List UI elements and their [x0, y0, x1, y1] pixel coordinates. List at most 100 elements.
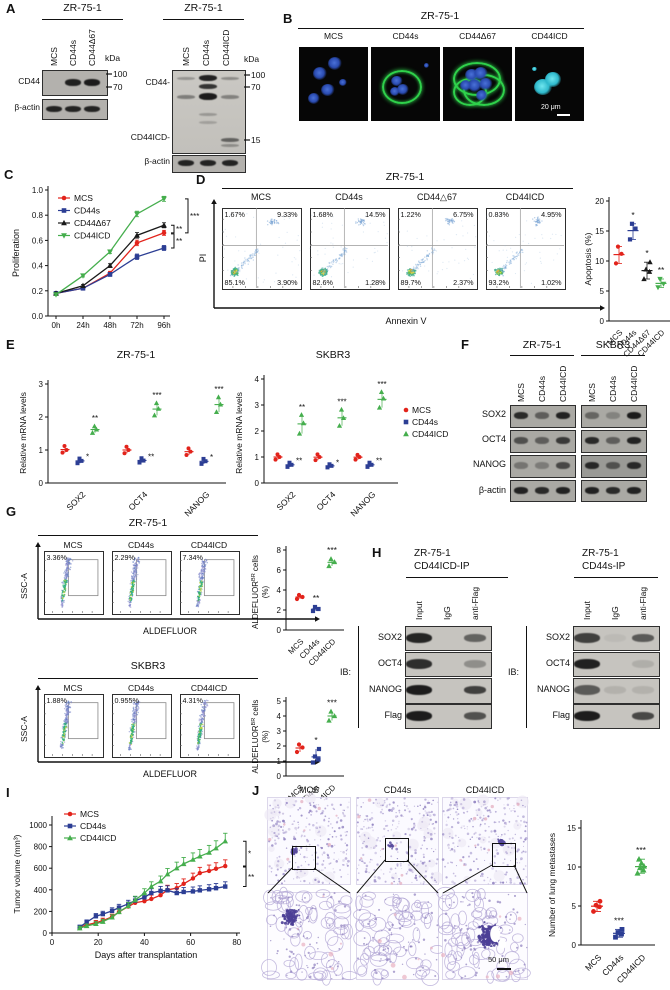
svg-text:1.68%: 1.68% [313, 210, 334, 219]
inset-box [385, 838, 409, 862]
blot-f-row-actin: β-actin [478, 485, 506, 495]
svg-text:SSC-A: SSC-A [19, 573, 29, 599]
svg-text:Tumor volume (mm³): Tumor volume (mm³) [12, 834, 22, 913]
panel-j-label: J [252, 783, 260, 798]
panel-e-label: E [6, 337, 15, 352]
svg-text:8: 8 [277, 546, 282, 555]
cell-blob [312, 67, 327, 80]
lane-label: MCS [515, 383, 526, 402]
cell-blob [468, 79, 483, 92]
svg-text:OCT4: OCT4 [314, 489, 337, 512]
blot-band [199, 83, 217, 89]
inset-box [492, 843, 516, 867]
svg-text:CD44Δ67: CD44Δ67 [74, 218, 111, 228]
svg-text:0h: 0h [52, 321, 61, 330]
blot-band [556, 437, 570, 444]
svg-text:*: * [314, 735, 318, 745]
svg-text:*: * [631, 210, 635, 220]
lane-label: CD44s [67, 40, 78, 66]
flow-plot-quadrant [222, 208, 302, 290]
svg-text:***: *** [327, 698, 338, 708]
svg-text:0.0: 0.0 [32, 312, 44, 321]
cell-blob [459, 80, 472, 91]
blot-band [556, 486, 570, 494]
svg-text:2: 2 [255, 427, 260, 436]
flow-plot-aldefluor [112, 694, 172, 758]
svg-text:0.2: 0.2 [32, 287, 44, 296]
svg-text:40: 40 [140, 938, 149, 947]
svg-text:(%): (%) [261, 730, 270, 743]
blot-band [585, 437, 599, 444]
blot-band [632, 659, 654, 668]
svg-text:**: ** [296, 457, 302, 466]
cell-blob [544, 72, 561, 87]
svg-text:48h: 48h [103, 321, 116, 330]
svg-text:10: 10 [595, 257, 604, 266]
svg-text:**: ** [376, 457, 382, 466]
blot-band [632, 686, 654, 694]
svg-text:**: ** [248, 873, 254, 882]
svg-text:3: 3 [39, 380, 44, 389]
flow-comet: 1.88% [44, 696, 99, 756]
svg-text:Days after transplantation: Days after transplantation [95, 950, 198, 960]
blot-band [632, 633, 654, 642]
svg-text:CD44s: CD44s [412, 417, 438, 427]
histology-speckles [441, 794, 529, 885]
svg-text:2.37%: 2.37% [453, 278, 474, 287]
svg-text:***: *** [327, 545, 338, 555]
blot-band [514, 462, 528, 469]
flow-column-title: CD44s [335, 192, 363, 202]
svg-text:0.83%: 0.83% [489, 210, 510, 219]
flow-column-title: CD44s [128, 540, 154, 550]
lane-label: CD44s [607, 376, 618, 402]
svg-text:93.2%: 93.2% [489, 278, 510, 287]
svg-text:*: * [248, 850, 251, 859]
svg-text:20: 20 [94, 938, 103, 947]
flow-plot-quadrant [310, 208, 390, 290]
panel-a-label: A [6, 1, 16, 16]
svg-text:85.1%: 85.1% [225, 278, 246, 287]
blot-h2-title1: ZR-75-1 [582, 548, 619, 559]
blot-band [514, 412, 528, 419]
svg-text:**: ** [148, 452, 154, 461]
blot-band [222, 160, 238, 166]
blot-h-row-label: Flag [384, 710, 402, 720]
blot-a1-row-actin: β-actin [14, 102, 40, 112]
svg-text:0: 0 [277, 772, 282, 781]
svg-text:ALDEFLUOR: ALDEFLUOR [143, 626, 198, 636]
blot-band [177, 95, 195, 99]
blot-h2-underline [574, 577, 658, 578]
svg-text:**: ** [299, 403, 305, 412]
flow-density: 1.68% 14.5% 82.6% 1.28% [309, 208, 388, 288]
svg-text:**: ** [92, 414, 98, 423]
blot-band [464, 659, 486, 668]
lane-label: CD44ICD [628, 365, 639, 402]
blot-a2-kda: kDa [244, 54, 260, 64]
blot-band [606, 486, 620, 494]
lane-label: MCS [48, 47, 59, 66]
ib-bracket-line [358, 626, 360, 728]
blot-f1-title: ZR-75-1 [522, 339, 562, 351]
svg-text:96h: 96h [157, 321, 170, 330]
blot-band [585, 462, 599, 469]
lane-label: CD44ICD [220, 29, 231, 66]
blot-h-row-label: SOX2 [545, 632, 570, 642]
blot-band [585, 412, 599, 419]
svg-text:1: 1 [277, 757, 282, 766]
blot-f-box [510, 455, 576, 478]
flow-axes-g: SSC-A ALDEFLUOR [19, 685, 320, 779]
blot-f2-underline [581, 355, 645, 356]
svg-text:600: 600 [34, 864, 48, 873]
blot-band [535, 437, 549, 444]
flow-plot-quadrant [398, 208, 478, 290]
svg-text:4.31%: 4.31% [183, 696, 204, 705]
svg-text:80: 80 [232, 938, 241, 947]
histology-alveoli [353, 891, 445, 986]
svg-text:NANOG: NANOG [348, 489, 377, 518]
svg-text:0: 0 [50, 938, 55, 947]
svg-text:70: 70 [251, 82, 261, 92]
svg-text:ALDEFLUORBR cells: ALDEFLUORBR cells [251, 555, 260, 629]
blot-h-row-label: OCT4 [377, 658, 402, 668]
blot-band [46, 105, 62, 112]
